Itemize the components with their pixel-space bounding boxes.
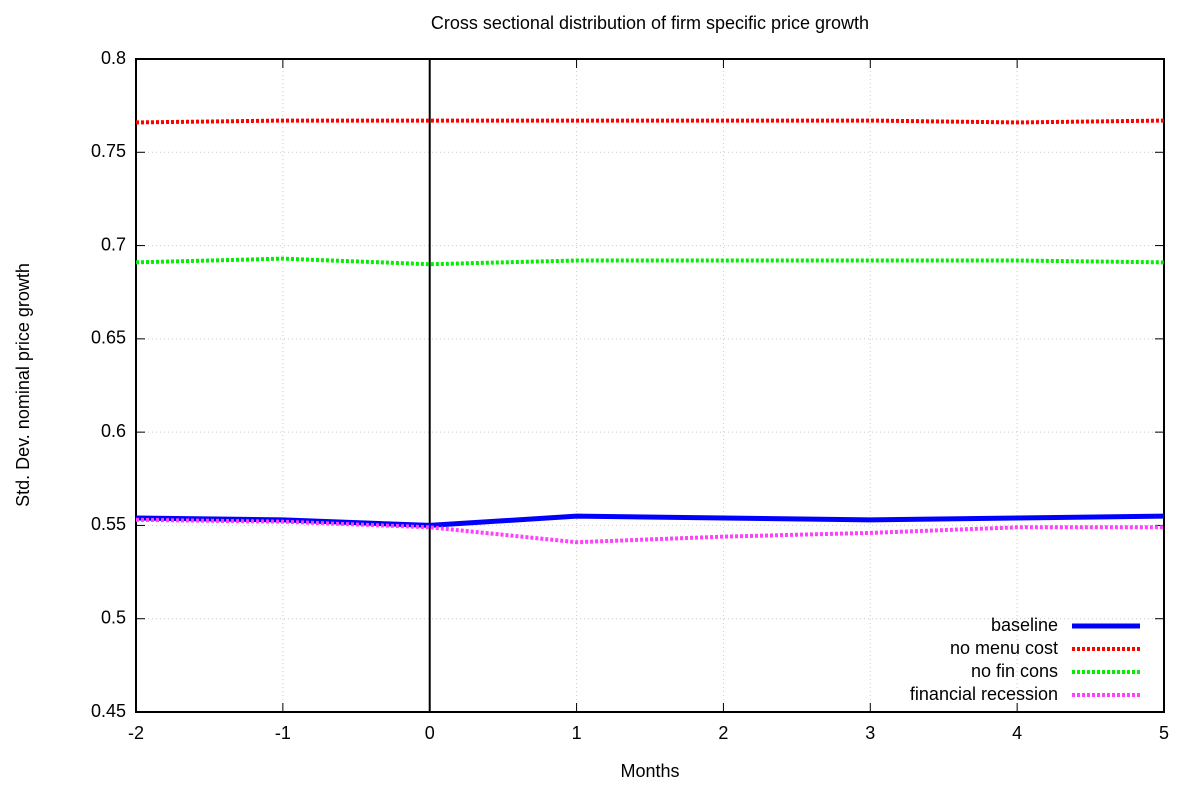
y-tick-label: 0.8 (101, 48, 126, 68)
series-line (135, 256, 1165, 267)
x-tick-label: 1 (572, 723, 582, 743)
y-tick-label: 0.6 (101, 421, 126, 441)
legend-label: financial recession (910, 684, 1058, 704)
plot-frame (135, 58, 1165, 713)
y-tick-label: 0.75 (91, 141, 126, 161)
y-tick-label: 0.65 (91, 328, 126, 348)
y-tick-label: 0.7 (101, 234, 126, 254)
series-line (135, 513, 1165, 528)
x-tick-label: -1 (275, 723, 291, 743)
y-tick-label: 0.55 (91, 514, 126, 534)
legend-label: baseline (991, 615, 1058, 635)
chart-title: Cross sectional distribution of firm spe… (431, 13, 869, 33)
y-axis-label: Std. Dev. nominal price growth (13, 263, 33, 507)
x-tick-label: 4 (1012, 723, 1022, 743)
x-tick-label: 3 (865, 723, 875, 743)
y-tick-label: 0.5 (101, 607, 126, 627)
series-line (135, 118, 1165, 125)
x-tick-label: -2 (128, 723, 144, 743)
legend-label: no menu cost (950, 638, 1058, 658)
x-tick-label: 5 (1159, 723, 1169, 743)
y-tick-label: 0.45 (91, 701, 126, 721)
x-tick-label: 0 (425, 723, 435, 743)
x-tick-label: 2 (718, 723, 728, 743)
x-axis-label: Months (620, 761, 679, 781)
legend-label: no fin cons (971, 661, 1058, 681)
series-line (135, 517, 1164, 545)
